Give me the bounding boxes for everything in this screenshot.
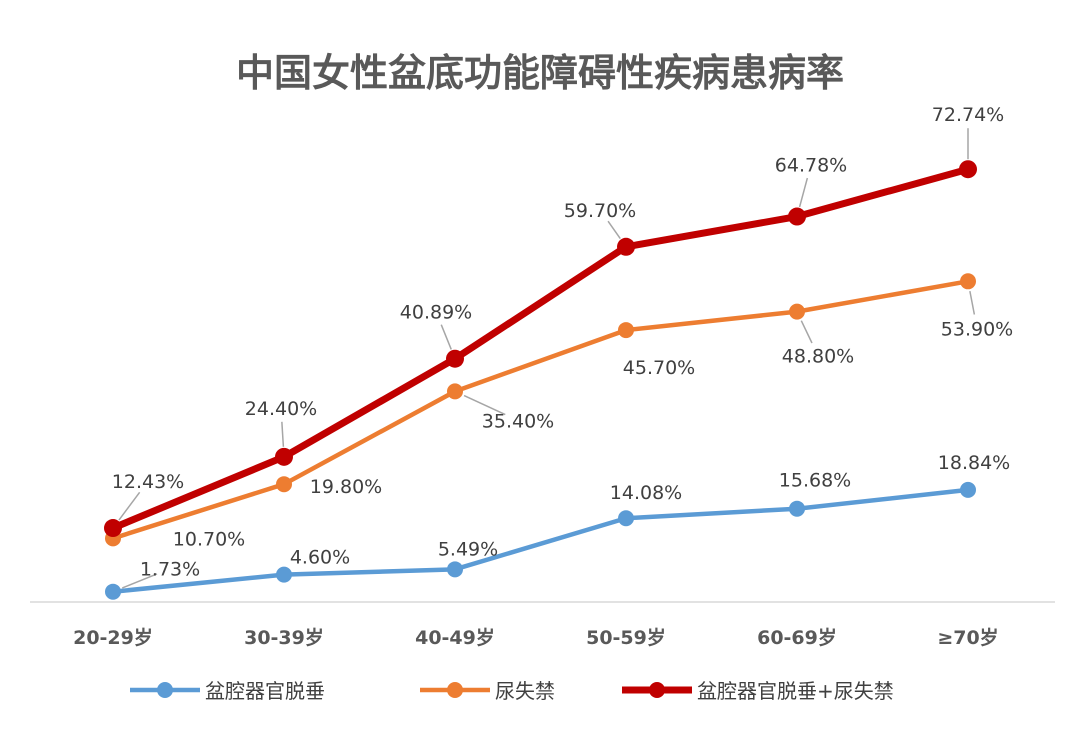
legend-marker <box>447 682 463 698</box>
data-label: 40.89% <box>400 302 472 324</box>
data-label: 19.80% <box>310 476 382 498</box>
leader-line <box>281 421 285 447</box>
leader-line <box>969 290 976 315</box>
legend-marker <box>157 682 173 698</box>
data-point <box>105 583 121 600</box>
data-point <box>960 273 976 290</box>
data-point <box>276 476 292 493</box>
x-tick-label: ≥70岁 <box>937 626 998 649</box>
series-line-2 <box>109 165 972 532</box>
data-point <box>275 447 293 466</box>
data-point <box>618 510 634 527</box>
x-tick-label: 30-39岁 <box>244 626 324 649</box>
data-label: 1.73% <box>140 559 200 581</box>
data-point <box>960 481 976 498</box>
x-tick-label: 50-59岁 <box>586 626 666 649</box>
data-point <box>789 303 805 320</box>
leader-line <box>121 573 158 589</box>
data-label: 15.68% <box>779 470 851 492</box>
data-label: 72.74% <box>932 104 1004 126</box>
data-label: 53.90% <box>941 318 1013 340</box>
leader-line <box>118 491 141 521</box>
leader-line <box>440 324 452 350</box>
leader-line <box>800 320 813 344</box>
data-point <box>276 566 292 583</box>
data-point <box>447 561 463 578</box>
legend-label: 盆腔器官脱垂+尿失禁 <box>697 679 894 703</box>
leader-line <box>607 220 621 240</box>
data-label: 59.70% <box>564 200 636 222</box>
data-label: 4.60% <box>290 547 350 569</box>
data-point <box>789 500 805 517</box>
data-label: 10.70% <box>173 528 245 550</box>
data-point <box>104 519 122 538</box>
data-label: 35.40% <box>482 410 554 432</box>
data-label: 18.84% <box>938 452 1010 474</box>
data-point <box>788 207 806 226</box>
legend-label: 盆腔器官脱垂 <box>205 679 325 703</box>
series-line-0 <box>110 487 971 594</box>
data-label: 48.80% <box>782 346 854 368</box>
x-tick-label: 60-69岁 <box>757 626 837 649</box>
data-point <box>618 322 634 339</box>
data-point <box>446 349 464 368</box>
legend-marker <box>649 682 665 698</box>
data-point <box>617 237 635 256</box>
series-line-1 <box>110 279 971 541</box>
data-label: 64.78% <box>775 155 847 177</box>
leader-line <box>798 177 809 208</box>
data-label: 45.70% <box>623 357 695 379</box>
x-tick-label: 20-29岁 <box>73 626 153 649</box>
leader-line <box>463 394 506 416</box>
legend-label: 尿失禁 <box>495 679 555 703</box>
data-label: 12.43% <box>112 471 184 493</box>
data-label: 24.40% <box>245 398 317 420</box>
x-tick-label: 40-49岁 <box>415 626 495 649</box>
data-label: 14.08% <box>610 482 682 504</box>
data-point <box>447 383 463 400</box>
data-point <box>959 160 977 179</box>
chart-title: 中国女性盆底功能障碍性疾病患病率 <box>236 51 844 95</box>
data-label: 5.49% <box>438 538 498 560</box>
